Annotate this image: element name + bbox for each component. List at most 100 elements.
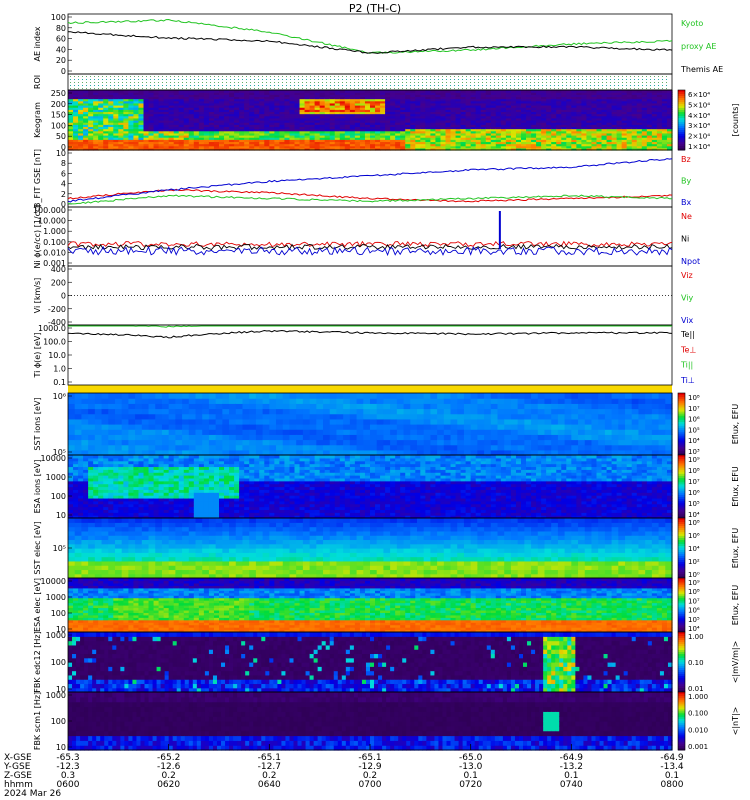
bfield-tick-label: 8 — [61, 159, 66, 168]
fbk_b-colorbar-tick: 0.010 — [688, 726, 708, 734]
axis-tick-z: 0.2 — [162, 771, 176, 781]
figure-title: P2 (TH-C) — [349, 2, 401, 15]
esa_i-colorbar-tick: 10⁶ — [688, 489, 700, 497]
temperature-tick-label: 0.1 — [53, 378, 66, 387]
density-ylabel: Ni ϕ(e/cc) [1/cc] — [33, 204, 42, 268]
temperature-tick-label: 10.0 — [48, 351, 66, 360]
esa_e-colorbar-tick: 10⁷ — [688, 597, 700, 605]
axis-tick-t: 0640 — [258, 780, 281, 790]
esa_e-ylabel: ESA elec [eV] — [33, 578, 42, 632]
sst_i-colorbar-tick: 10⁴ — [688, 437, 700, 445]
axis-tick-y: -13.2 — [560, 762, 583, 772]
esa_i-tick-label: 100 — [51, 492, 66, 501]
sst_i-colorbar-tick: 10⁸ — [688, 394, 700, 402]
velocity-tick-label: 400 — [51, 265, 66, 274]
esa_e-tick-label: 10 — [56, 625, 66, 634]
axis-tick-y: -12.7 — [258, 762, 281, 772]
axis-tick-t: 0600 — [57, 780, 80, 790]
velocity-tick-label: -200 — [48, 305, 66, 314]
ae-tick-label: 60 — [56, 35, 66, 44]
axis-tick-x: -65.1 — [358, 753, 381, 763]
esa_i-tick-label: 10 — [56, 511, 66, 520]
fbk_b-tick-label: 10 — [56, 743, 66, 752]
keogram-colorbar-unit: [counts] — [731, 104, 740, 137]
ae-tick-label: 0 — [61, 67, 66, 76]
axis-tick-y: -12.6 — [157, 762, 181, 772]
axis-row-label-z: Z-GSE — [4, 771, 32, 781]
ae-legend-0: Kyoto — [681, 19, 703, 28]
temperature-ylabel: Ti ϕ(e) [eV] — [33, 332, 42, 378]
keogram-colorbar-tick: 5×10⁴ — [688, 101, 710, 109]
fbk_e-colorbar-tick: 1.00 — [688, 633, 704, 641]
density-legend-2: Npot — [681, 257, 700, 266]
time-axis: X-GSE Y-GSE Z-GSE hhmm 2024 Mar 26 -65.3… — [3, 744, 684, 799]
fbk_b-tick-label: 100 — [51, 717, 66, 726]
ae-ylabel: AE index — [33, 26, 42, 61]
bfield-tick-label: 2 — [61, 190, 66, 199]
density-tick-label: 100.000 — [33, 206, 66, 215]
temperature-series-1 — [67, 329, 673, 339]
bfield-legend-2: Bx — [681, 198, 691, 207]
axis-tick-y: -13.4 — [660, 762, 684, 772]
keogram-colorbar-tick: 3×10⁴ — [688, 122, 710, 130]
density-series-2 — [67, 245, 673, 257]
keogram-colorbar-tick: 6×10⁴ — [688, 91, 710, 99]
axis-tick-x: -64.9 — [560, 753, 584, 763]
esa_i-colorbar-tick: 10⁷ — [688, 478, 700, 486]
temperature-legend-2: Ti|| — [680, 361, 693, 370]
esa_e-tick-label: 1000 — [46, 593, 66, 602]
sst_e-spectrogram — [68, 518, 673, 579]
esa_e-colorbar-tick: 10⁶ — [688, 607, 700, 615]
esa_e-colorbar-tick: 10⁸ — [688, 588, 700, 596]
velocity-legend-2: Vix — [681, 316, 694, 325]
fbk_b-colorbar-tick: 1.000 — [688, 693, 708, 701]
esa_i-colorbar-tick: 10⁸ — [688, 467, 700, 475]
esa_i-colorbar-tick: 10⁴ — [688, 511, 700, 519]
sst_e-colorbar-tick: 10⁴ — [688, 545, 700, 553]
temperature-series-0 — [68, 325, 672, 328]
temperature-legend-3: Ti⊥ — [680, 376, 695, 385]
axis-tick-x: -65.3 — [56, 753, 79, 763]
axis-tick-z: 0.1 — [564, 771, 578, 781]
keogram-tick-label: 0 — [61, 143, 66, 152]
axis-tick-t: 0700 — [359, 780, 382, 790]
sst_i-colorbar-tick: 10⁷ — [688, 405, 700, 413]
axis-row-label-x: X-GSE — [4, 753, 32, 763]
fbk_b-colorbar-tick: 0.001 — [688, 743, 708, 751]
sst_e-colorbar-tick: 10⁶ — [688, 532, 700, 540]
fbk_e-spectrogram — [68, 632, 673, 693]
panel-temperature: Ti ϕ(e) [eV]1000.0 100.0 10.0 1.0 0.1 Te|| Te⊥… — [33, 324, 696, 387]
density-legend-1: Ni — [681, 235, 689, 244]
axis-tick-x: -64.9 — [660, 753, 684, 763]
panel-fbk_b: FBK scm1 [Hz] 1000 100 10 1.000 0.100 0.010 0.0… — [33, 691, 740, 752]
fbk_e-tick-label: 10 — [56, 685, 66, 694]
density-tick-label: 0.100 — [43, 238, 66, 247]
panel-velocity: Vi [km/s] 400 200 0 -200 -400 Viz Viy Vix — [33, 265, 694, 327]
esa_i-tick-label: 10000 — [41, 454, 66, 463]
temperature-tick-label: 1000.0 — [38, 324, 66, 333]
axis-tick-x: -65.2 — [157, 753, 180, 763]
axis-tick-x: -65.1 — [258, 753, 281, 763]
bfield-legend-1: By — [681, 177, 691, 186]
fbk_e-tick-label: 1000 — [46, 631, 66, 640]
keogram-colorbar-tick: 4×10⁴ — [688, 112, 710, 120]
panel-sst_e: SST elec [eV] 10⁵ 10⁸ 10⁶ 10⁴ 10² 10⁰ Eflux, EF… — [33, 517, 740, 579]
density-tick-label: 10.000 — [38, 217, 66, 226]
axis-tick-z: 0.3 — [61, 771, 75, 781]
axis-tick-z: 0.2 — [262, 771, 276, 781]
sst_e-ylabel: SST elec [eV] — [33, 521, 42, 574]
esa_e-tick-label: 100 — [51, 609, 66, 618]
bfield-tick-label: 6 — [61, 169, 66, 178]
temperature-tick-label: 100.0 — [43, 338, 66, 347]
sst_i-colorbar-tick: 10⁶ — [688, 416, 700, 424]
keogram-colorbar-tick: 2×10⁴ — [688, 133, 710, 141]
sst_i-ylabel: SST ions [eV] — [33, 397, 42, 450]
keogram-tick-label: 250 — [51, 89, 66, 98]
fbk_e-colorbar-tick: 0.10 — [688, 659, 704, 667]
sst_i-colorbar-unit: Eflux, EFU — [731, 404, 740, 445]
esa_i-ylabel: ESA ions [eV] — [33, 460, 42, 514]
